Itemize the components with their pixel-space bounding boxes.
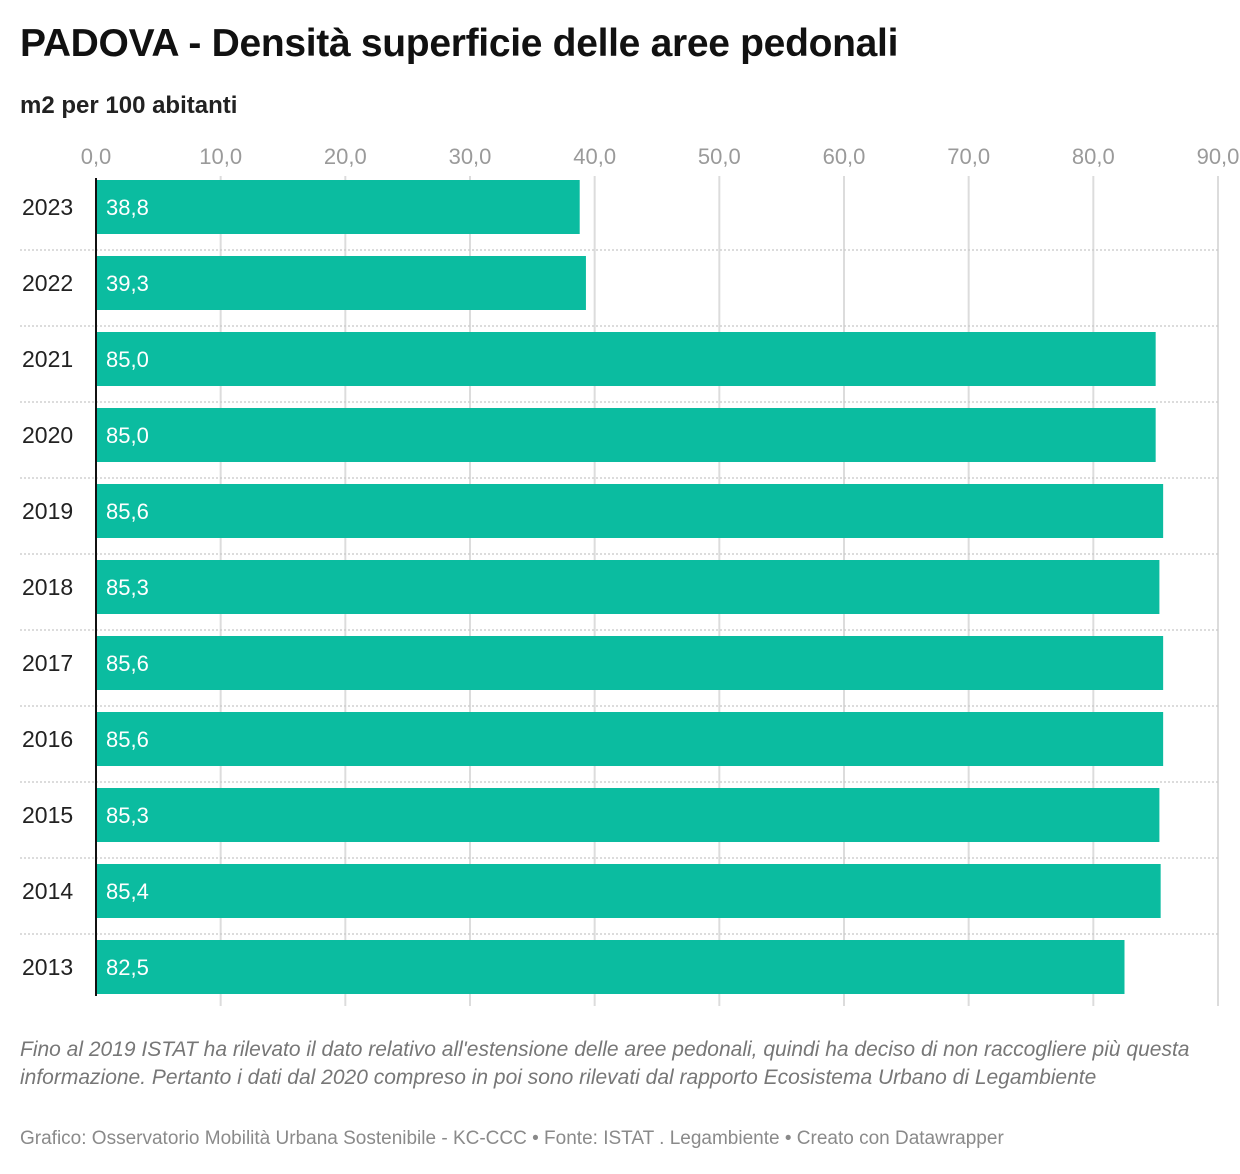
value-label: 38,8	[106, 195, 149, 220]
bar-2019	[96, 484, 1164, 538]
bar-2017	[96, 636, 1164, 690]
bars	[96, 180, 1164, 994]
value-label: 85,3	[106, 803, 149, 828]
bar-2022	[96, 256, 586, 310]
value-label: 85,0	[106, 423, 149, 448]
value-label: 85,6	[106, 727, 149, 752]
value-labels: 38,8 39,3 85,0 85,0 85,6 85,3 85,6 85,6 85,3 85,4…	[106, 195, 149, 980]
category-label: 2023	[22, 194, 73, 220]
bar-2016	[96, 712, 1164, 766]
category-label: 2014	[22, 878, 73, 904]
x-tick-label: 90,0	[1197, 144, 1240, 169]
bar-2013	[96, 940, 1125, 994]
category-label: 2018	[22, 574, 73, 600]
x-tick-label: 80,0	[1072, 144, 1115, 169]
category-label: 2017	[22, 650, 73, 676]
x-tick-label: 30,0	[449, 144, 492, 169]
chart-note: Fino al 2019 ISTAT ha rilevato il dato r…	[20, 1038, 1190, 1089]
x-tick-labels: 0,0 10,0 20,0 30,0 40,0 50,0 60,0 70,0 80,0 90,0	[81, 144, 1240, 169]
bar-2023	[96, 180, 580, 234]
bar-2015	[96, 788, 1160, 842]
chart-subtitle: m2 per 100 abitanti	[20, 92, 238, 119]
category-label: 2020	[22, 422, 73, 448]
value-label: 85,0	[106, 347, 149, 372]
value-label: 82,5	[106, 955, 149, 980]
x-tick-label: 50,0	[698, 144, 741, 169]
x-tick-label: 60,0	[823, 144, 866, 169]
category-label: 2015	[22, 802, 73, 828]
value-label: 85,6	[106, 651, 149, 676]
value-label: 85,3	[106, 575, 149, 600]
x-tick-label: 0,0	[81, 144, 112, 169]
bar-chart: 0,0 10,0 20,0 30,0 40,0 50,0 60,0 70,0 80,0 90,0 …	[20, 144, 1240, 1006]
bar-2020	[96, 408, 1156, 462]
category-label: 2013	[22, 954, 73, 980]
value-label: 85,4	[106, 879, 149, 904]
category-label: 2022	[22, 270, 73, 296]
category-label: 2016	[22, 726, 73, 752]
bar-2014	[96, 864, 1161, 918]
x-tick-label: 70,0	[947, 144, 990, 169]
chart-title: PADOVA - Densità superficie delle aree p…	[20, 22, 899, 65]
chart-credits: Grafico: Osservatorio Mobilità Urbana So…	[20, 1128, 1004, 1149]
category-label: 2021	[22, 346, 73, 372]
x-tick-label: 20,0	[324, 144, 367, 169]
bar-2018	[96, 560, 1160, 614]
x-tick-label: 10,0	[199, 144, 242, 169]
value-label: 39,3	[106, 271, 149, 296]
bar-2021	[96, 332, 1156, 386]
category-labels: 2023 2022 2021 2020 2019 2018 2017 2016 2015 2014…	[22, 194, 73, 980]
x-tick-label: 40,0	[573, 144, 616, 169]
value-label: 85,6	[106, 499, 149, 524]
category-label: 2019	[22, 498, 73, 524]
